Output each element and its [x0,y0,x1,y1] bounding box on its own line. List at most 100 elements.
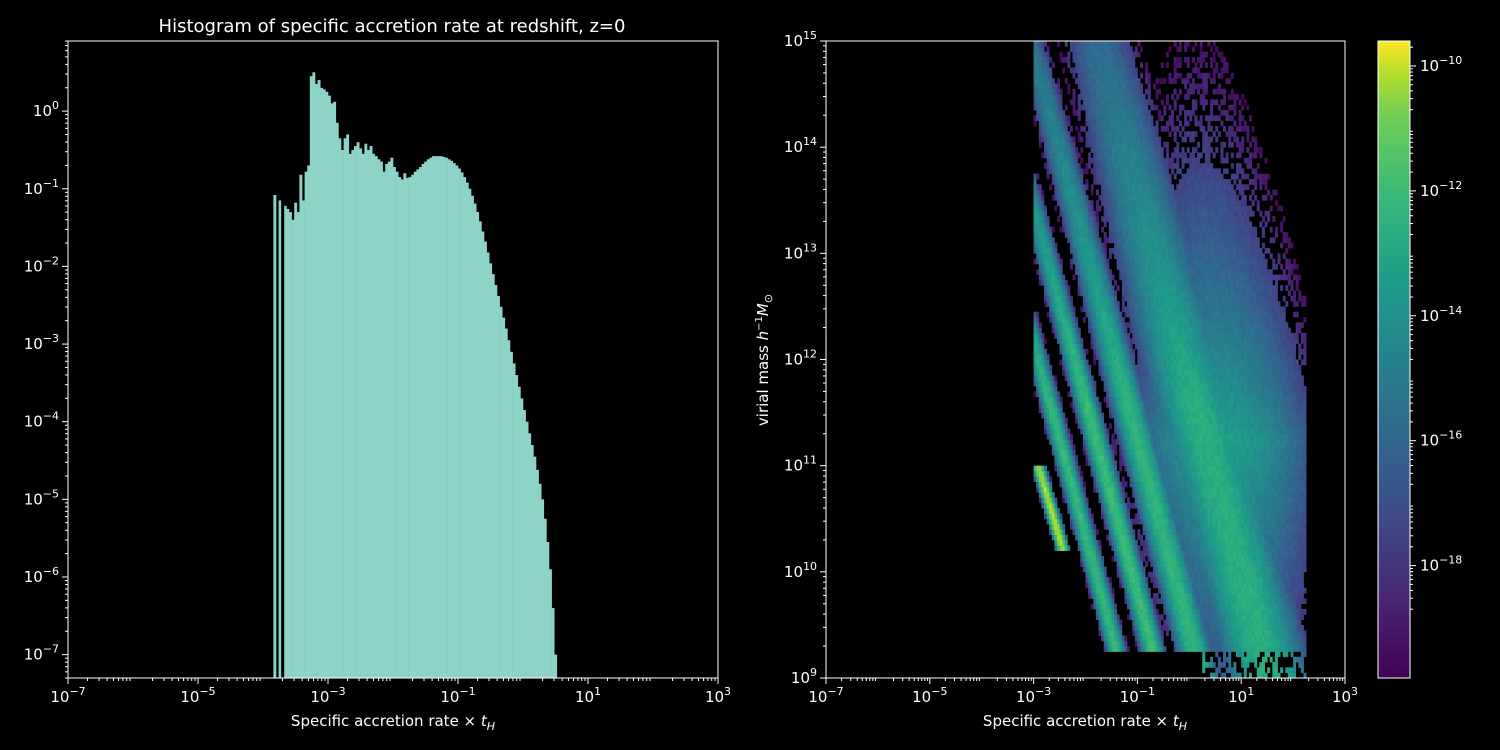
histogram-bar [400,179,404,678]
heatmap-cell [1280,582,1284,589]
heatmap-cell [1137,587,1141,594]
heatmap-cell [1212,550,1216,557]
heatmap-cell [1049,423,1053,429]
heatmap-cell [1298,497,1302,504]
heatmap-cell [1171,524,1175,530]
heatmap-cell [1277,672,1281,679]
heatmap-cell [1269,555,1273,562]
heatmap-cell [1041,391,1045,398]
heatmap-cell [1101,593,1105,599]
heatmap-cell [1212,545,1216,551]
heatmap-cell [1241,524,1245,530]
heatmap-cell [1220,524,1224,530]
heatmap-cell [1101,561,1105,567]
heatmap-cell [1210,465,1214,472]
heatmap-cell [1191,449,1195,456]
heatmap-cell [1155,380,1159,387]
heatmap-cell [1116,566,1120,573]
heatmap-cell [1184,465,1188,472]
heatmap-cell [1098,412,1102,419]
heatmap-cell [1064,428,1068,435]
heatmap-cell [1207,619,1211,626]
heatmap-cell [1127,439,1131,445]
heatmap-cell [1223,481,1227,488]
heatmap-cell [1261,375,1265,382]
heatmap-cell [1051,407,1055,413]
heatmap-cell [1251,534,1255,541]
heatmap-cell [1202,561,1206,567]
heatmap-cell [1215,545,1219,551]
heatmap-cell [1261,428,1265,435]
heatmap-cell [1248,518,1252,525]
heatmap-cell [1168,455,1172,461]
heatmap-cell [1181,391,1185,398]
heatmap-cell [1261,529,1265,536]
heatmap-cell [1184,391,1188,398]
heatmap-cell [1160,417,1164,424]
heatmap-cell [1163,386,1167,392]
heatmap-cell [1277,619,1281,626]
heatmap-cell [1212,412,1216,419]
heatmap-cell [1204,566,1208,573]
heatmap-cell [1267,614,1271,621]
heatmap-cell [1124,444,1128,451]
heatmap-cell [1236,380,1240,387]
heatmap-cell [1056,423,1060,429]
heatmap-cell [1259,412,1263,419]
heatmap-cell [1259,492,1263,498]
heatmap-cell [1256,433,1260,440]
heatmap-cell [1150,534,1154,541]
heatmap-cell [1287,476,1291,482]
heatmap-cell [1163,571,1167,578]
heatmap-cell [1300,386,1304,392]
heatmap-cell [1251,555,1255,562]
heatmap-cell [1178,428,1182,435]
heatmap-cell [1191,508,1195,514]
heatmap-cell [1142,577,1146,583]
heatmap-cell [1101,635,1105,642]
heatmap-cell [1121,455,1125,461]
heatmap-cell [1261,619,1265,626]
heatmap-cell [1220,571,1224,578]
heatmap-cell [1225,465,1229,472]
heatmap-cell [1210,561,1214,567]
heatmap-cell [1134,624,1138,631]
heatmap-cell [1134,608,1138,615]
heatmap-cell [1199,465,1203,472]
heatmap-cell [1210,608,1214,615]
heatmap-cell [1054,439,1058,445]
heatmap-cell [1142,608,1146,615]
heatmap-cell [1137,593,1141,599]
heatmap-cell [1139,508,1143,514]
heatmap-cell [1101,603,1105,610]
heatmap-cell [1204,577,1208,583]
heatmap-cell [1137,502,1141,509]
heatmap-cell [1075,508,1079,514]
heatmap-cell [1088,593,1092,599]
heatmap-cell [1054,396,1058,403]
heatmap-cell [1124,545,1128,551]
heatmap-cell [1236,460,1240,467]
heatmap-cell [1269,640,1273,647]
heatmap-cell [1274,593,1278,599]
heatmap-cell [1303,412,1307,419]
histogram-x-ticks: 10−7 10−5 10−3 10−1 101 103 [50,678,731,706]
heatmap-cell [1254,391,1258,398]
heatmap-cell [1051,529,1055,536]
heatmap-cell [1093,539,1097,546]
heatmap-cell [1114,550,1118,557]
heatmap-cell [1171,561,1175,567]
heatmap-cell [1041,396,1045,403]
heatmap-cell [1173,508,1177,514]
heatmap-cell [1171,497,1175,504]
heatmap-cell [1287,667,1291,674]
heatmap-cell [1267,608,1271,615]
heatmap-cell [1236,401,1240,408]
heatmap-cell [1280,465,1284,472]
heatmap-cell [1285,550,1289,557]
heatmap-cell [1194,423,1198,429]
heatmap-cell [1256,449,1260,456]
heatmap-cell [1241,465,1245,472]
heatmap-cell [1241,539,1245,546]
heatmap-cell [1251,492,1255,498]
